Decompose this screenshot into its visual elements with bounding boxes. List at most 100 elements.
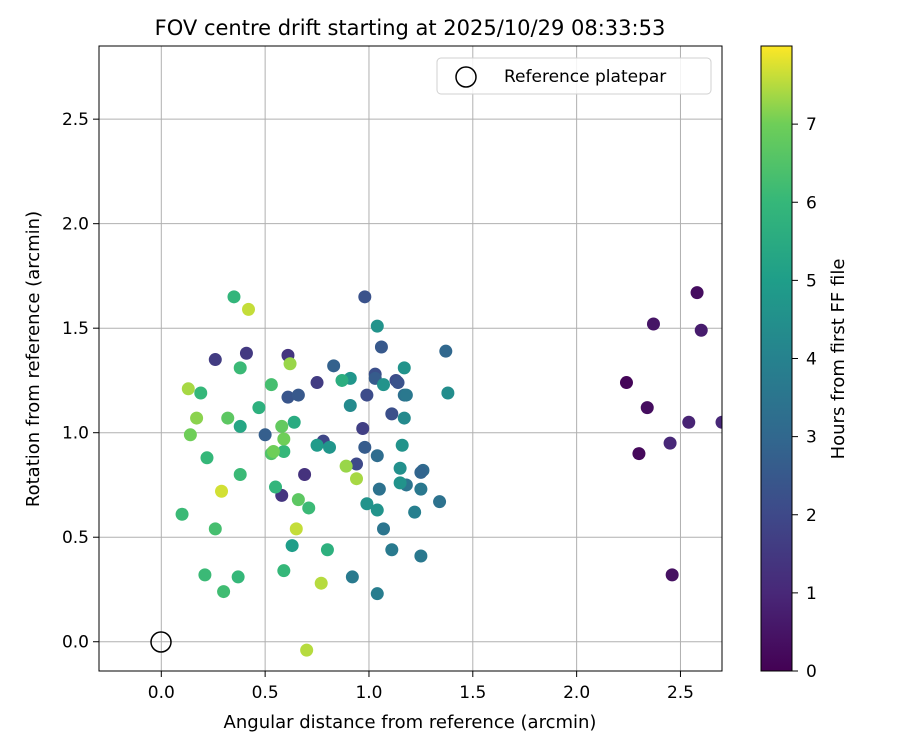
x-tick-label: 2.5 <box>667 683 694 703</box>
data-point <box>310 438 324 452</box>
x-axis: 0.0 0.5 1.0 1.5 2.0 2.5 <box>148 671 694 703</box>
data-point <box>343 399 357 413</box>
y-tick-label: 0.0 <box>62 633 89 653</box>
x-tick-label: 2.0 <box>563 683 590 703</box>
colorbar: 0 1 2 3 4 5 6 7 Hours from first FF file <box>760 45 849 682</box>
data-point <box>335 373 349 387</box>
data-point <box>663 436 677 450</box>
data-point <box>370 587 384 601</box>
y-tick-label: 1.5 <box>62 319 89 339</box>
data-point <box>345 570 359 584</box>
data-point <box>399 388 413 402</box>
data-point <box>300 643 314 657</box>
colorbar-label: Hours from first FF file <box>828 259 849 460</box>
data-point <box>327 359 341 373</box>
data-point <box>690 286 704 300</box>
data-point <box>694 323 708 337</box>
x-tick-label: 0.5 <box>252 683 279 703</box>
data-point <box>665 568 679 582</box>
plot-area-frame <box>98 45 723 672</box>
data-point <box>181 382 195 396</box>
data-point <box>414 549 428 563</box>
data-point <box>682 415 696 429</box>
colorbar-tick-label: 5 <box>806 271 817 291</box>
data-point <box>439 344 453 358</box>
data-point <box>370 449 384 463</box>
data-point <box>619 376 633 390</box>
colorbar-ticks: 0 1 2 3 4 5 6 7 <box>792 115 817 682</box>
data-point <box>370 319 384 333</box>
data-point <box>231 570 245 584</box>
data-point <box>289 522 303 536</box>
data-point <box>360 497 374 511</box>
x-axis-label: Angular distance from reference (arcmin) <box>224 712 597 733</box>
colorbar-tick-label: 4 <box>806 350 817 370</box>
y-tick-label: 0.5 <box>62 528 89 548</box>
data-point <box>252 401 266 415</box>
y-axis: 0.0 0.5 1.0 1.5 2.0 2.5 <box>62 110 99 653</box>
data-point <box>198 568 212 582</box>
data-point <box>385 407 399 421</box>
data-point <box>233 361 247 375</box>
colorbar-tick-label: 0 <box>806 662 817 682</box>
data-point <box>242 302 256 316</box>
data-point <box>395 438 409 452</box>
data-point <box>221 411 235 425</box>
x-tick-label: 0.0 <box>148 683 175 703</box>
data-point <box>377 522 391 536</box>
x-tick-label: 1.5 <box>459 683 486 703</box>
data-point <box>356 422 370 436</box>
colorbar-tick-label: 3 <box>806 428 817 448</box>
legend: Reference platepar <box>436 57 712 95</box>
data-point <box>339 459 353 473</box>
data-point <box>370 503 384 517</box>
data-point <box>393 461 407 475</box>
legend-box <box>436 57 712 95</box>
data-point <box>233 468 247 482</box>
data-point <box>393 476 407 490</box>
data-point <box>269 480 283 494</box>
data-point <box>441 386 455 400</box>
data-point <box>632 447 646 461</box>
data-point <box>302 501 316 515</box>
data-point <box>397 361 411 375</box>
data-point <box>281 390 295 404</box>
data-point <box>374 340 388 354</box>
data-point <box>433 495 447 509</box>
data-point <box>408 505 422 519</box>
y-tick-label: 2.5 <box>62 110 89 130</box>
data-point <box>323 440 337 454</box>
data-point <box>208 522 222 536</box>
reference-marker <box>150 631 172 653</box>
data-point <box>200 451 214 465</box>
legend-label: Reference platepar <box>504 67 666 87</box>
data-point <box>372 482 386 496</box>
data-point <box>175 507 189 521</box>
data-point <box>358 440 372 454</box>
data-point <box>414 465 428 479</box>
data-point <box>215 484 229 498</box>
data-point <box>310 376 324 390</box>
colorbar-tick-label: 6 <box>806 193 817 213</box>
colorbar-gradient <box>760 45 793 672</box>
data-point <box>208 353 222 367</box>
data-point <box>217 585 231 599</box>
data-point <box>291 493 305 507</box>
legend-marker-icon <box>455 66 477 88</box>
data-point <box>377 378 391 392</box>
colorbar-tick-label: 7 <box>806 115 817 135</box>
data-point <box>350 472 364 486</box>
data-point <box>640 401 654 415</box>
data-point <box>264 378 278 392</box>
colorbar-tick-label: 2 <box>806 506 817 526</box>
data-point <box>277 564 291 578</box>
data-point <box>285 539 299 553</box>
data-point <box>320 543 334 557</box>
colorbar-tick-label: 1 <box>806 584 817 604</box>
data-point <box>314 576 328 590</box>
data-point <box>258 428 272 442</box>
data-point <box>277 445 291 459</box>
data-point <box>385 543 399 557</box>
data-point <box>183 428 197 442</box>
